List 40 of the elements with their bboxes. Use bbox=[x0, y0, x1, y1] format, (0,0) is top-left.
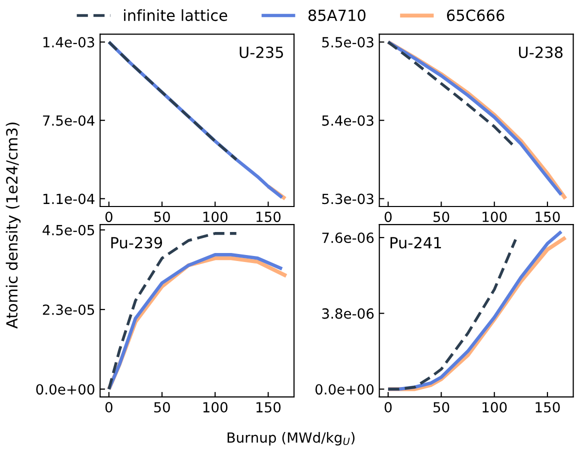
y-tick-label: 1.4e-03 bbox=[43, 37, 94, 48]
text: Pu-239 bbox=[111, 236, 162, 248]
text: Pu-241 bbox=[390, 236, 441, 248]
x-tick-label: 0 bbox=[384, 212, 392, 222]
x-tick-label: 150 bbox=[536, 402, 560, 413]
y-tick-label: 4.5e-05 bbox=[42, 224, 94, 236]
x-tick-label: 0 bbox=[105, 402, 112, 413]
text: U-235 bbox=[240, 46, 283, 58]
x-tick-label: 50 bbox=[434, 402, 450, 413]
x-tick-label: 100 bbox=[203, 402, 228, 413]
legend-label: infinite lattice bbox=[124, 9, 228, 22]
x-tick-label: 50 bbox=[434, 212, 450, 222]
y-tick-label: 0.0e+00 bbox=[36, 384, 94, 395]
x-tick-label: 150 bbox=[256, 402, 281, 413]
line-series bbox=[108, 232, 238, 391]
y-axis-title: Atomic density (1e24/cm3) bbox=[6, 122, 21, 329]
legend-label: 65C666 bbox=[446, 10, 504, 22]
x-tick-label: 100 bbox=[203, 212, 228, 222]
y-tick-label: 7.5e-04 bbox=[43, 115, 94, 126]
text: U-238 bbox=[519, 46, 563, 58]
y-tick-label: 5.3e-03 bbox=[322, 194, 374, 204]
x-axis-title: Burnup (MWd/kg$_{U}$) bbox=[228, 432, 354, 446]
x-tick-label: 0 bbox=[384, 402, 392, 413]
y-tick-label: 5.4e-03 bbox=[322, 115, 374, 126]
x-tick-label: 100 bbox=[482, 212, 507, 222]
x-tick-label: 0 bbox=[105, 212, 112, 222]
y-tick-label: 0.0e+00 bbox=[315, 384, 374, 395]
x-tick-label: 150 bbox=[256, 212, 281, 222]
x-tick-label: 150 bbox=[536, 212, 560, 222]
y-tick-label: 7.6e-06 bbox=[322, 232, 374, 244]
x-tick-label: 100 bbox=[482, 402, 507, 413]
legend-label: 85A710 bbox=[308, 10, 366, 22]
x-tick-label: 50 bbox=[154, 212, 170, 222]
line-series bbox=[108, 40, 238, 161]
y-tick-label: 1.1e-04 bbox=[43, 194, 94, 204]
line-series bbox=[386, 238, 517, 391]
y-tick-label: 3.8e-06 bbox=[322, 308, 374, 319]
x-tick-label: 50 bbox=[154, 402, 170, 413]
y-tick-label: 5.5e-03 bbox=[322, 37, 374, 48]
y-tick-label: 2.3e-05 bbox=[42, 304, 94, 315]
